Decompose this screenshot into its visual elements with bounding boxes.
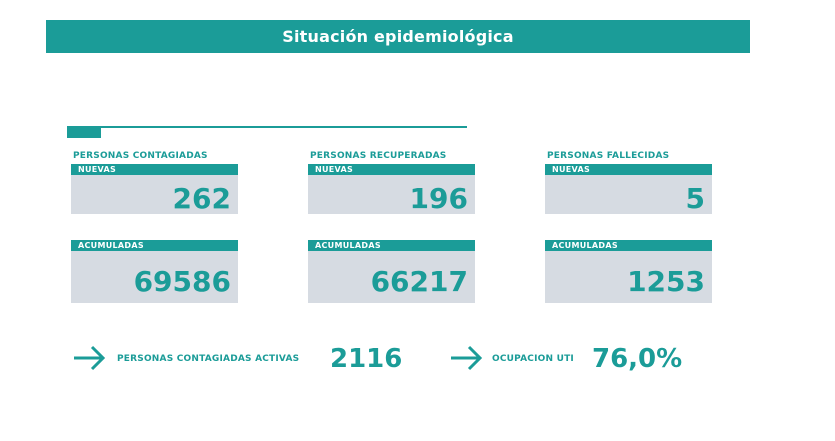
card-value: 69586 xyxy=(133,265,231,298)
card-label: NUEVAS xyxy=(308,164,475,175)
decorative-line xyxy=(67,126,467,128)
activas-label: PERSONAS CONTAGIADAS ACTIVAS xyxy=(117,354,300,364)
column-title-contagiadas: PERSONAS CONTAGIADAS xyxy=(73,151,208,161)
card-label: NUEVAS xyxy=(545,164,712,175)
column-title-fallecidas: PERSONAS FALLECIDAS xyxy=(547,151,670,161)
card-value: 262 xyxy=(172,182,231,215)
arrow-right-icon xyxy=(451,345,483,371)
page-title: Situación epidemiológica xyxy=(282,27,514,46)
uti-label: OCUPACION UTI xyxy=(492,354,574,364)
column-title-recuperadas: PERSONAS RECUPERADAS xyxy=(310,151,447,161)
card-contagiadas-acumuladas: ACUMULADAS 69586 xyxy=(71,240,238,303)
card-value: 196 xyxy=(409,182,468,215)
arrow-right-icon xyxy=(74,345,106,371)
card-recuperadas-acumuladas: ACUMULADAS 66217 xyxy=(308,240,475,303)
card-label: NUEVAS xyxy=(71,164,238,175)
card-label: ACUMULADAS xyxy=(71,240,238,251)
card-value: 5 xyxy=(685,182,705,215)
card-value: 66217 xyxy=(370,265,468,298)
card-fallecidas-acumuladas: ACUMULADAS 1253 xyxy=(545,240,712,303)
decorative-block xyxy=(67,126,101,138)
page-title-banner: Situación epidemiológica xyxy=(46,20,750,53)
card-value: 1253 xyxy=(627,265,705,298)
card-contagiadas-nuevas: NUEVAS 262 xyxy=(71,164,238,214)
card-fallecidas-nuevas: NUEVAS 5 xyxy=(545,164,712,214)
card-label: ACUMULADAS xyxy=(308,240,475,251)
card-recuperadas-nuevas: NUEVAS 196 xyxy=(308,164,475,214)
activas-value: 2116 xyxy=(330,344,403,374)
card-label: ACUMULADAS xyxy=(545,240,712,251)
uti-value: 76,0% xyxy=(592,344,683,374)
